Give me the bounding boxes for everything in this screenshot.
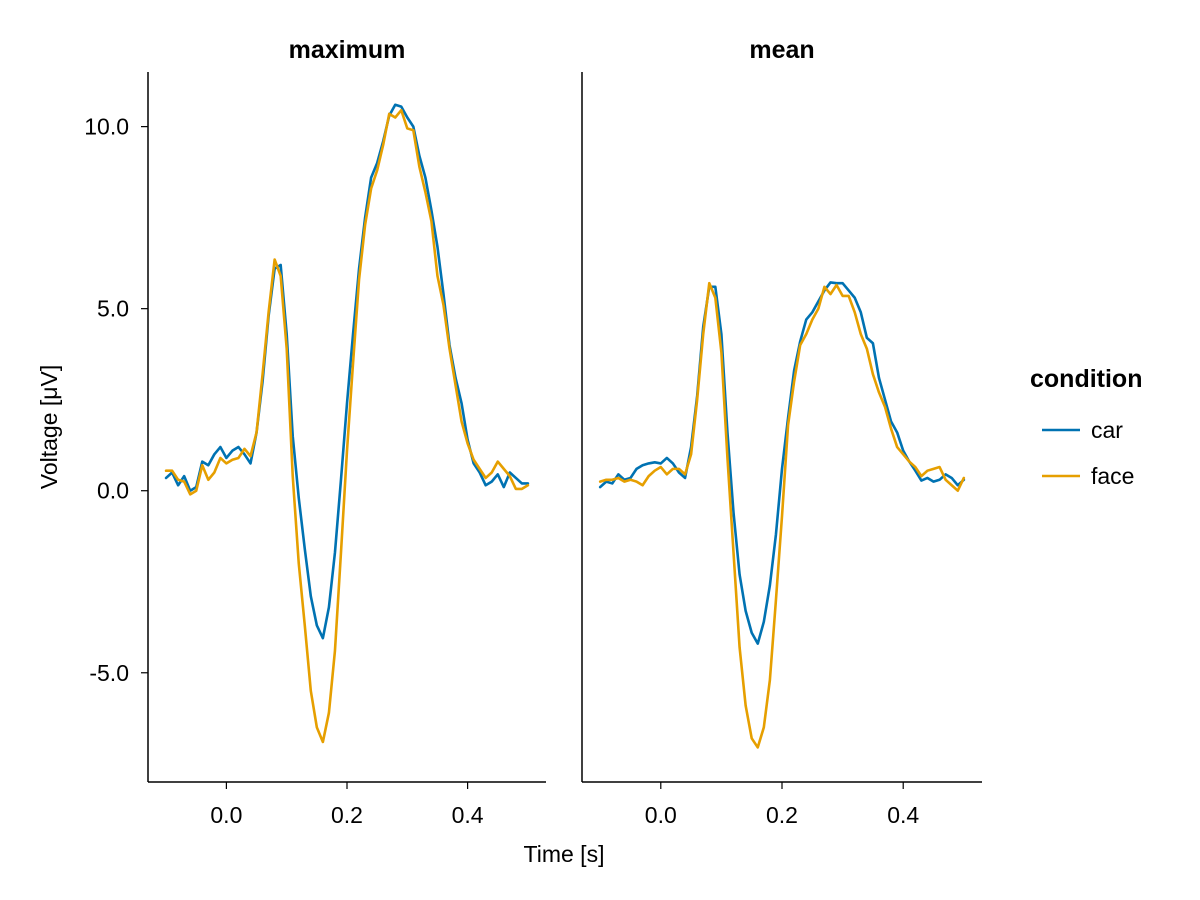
legend-label-car: car (1091, 417, 1123, 443)
legend: condition car face (1030, 365, 1142, 489)
x-tick-label: 0.2 (331, 802, 363, 828)
y-tick-label: -5.0 (89, 660, 129, 686)
y-axis-title: Voltage [μV] (36, 365, 62, 490)
series-line-car (164, 103, 530, 640)
series-line-face (164, 108, 530, 744)
x-axis-title: Time [s] (524, 841, 605, 867)
y-tick-label: 10.0 (84, 114, 129, 140)
legend-item-car: car (1042, 417, 1123, 443)
panel-title: maximum (289, 36, 406, 64)
legend-title: condition (1030, 365, 1142, 393)
panel-maximum: maximum 0.0 0.2 0.4 -5.0 0.0 5.0 10.0 (84, 36, 546, 828)
legend-label-face: face (1091, 463, 1134, 489)
x-tick-label: 0.4 (452, 802, 484, 828)
x-tick-label: 0.2 (766, 802, 798, 828)
x-tick-label: 0.4 (887, 802, 919, 828)
series-line-car (598, 281, 966, 645)
x-tick-label: 0.0 (210, 802, 242, 828)
x-tick-label: 0.0 (645, 802, 677, 828)
panel-title: mean (749, 36, 814, 64)
y-tick-label: 5.0 (97, 296, 129, 322)
panel-mean: mean 0.0 0.2 0.4 (581, 36, 982, 828)
y-tick-label: 0.0 (97, 478, 129, 504)
series-line-face (598, 281, 966, 749)
legend-item-face: face (1042, 463, 1134, 489)
